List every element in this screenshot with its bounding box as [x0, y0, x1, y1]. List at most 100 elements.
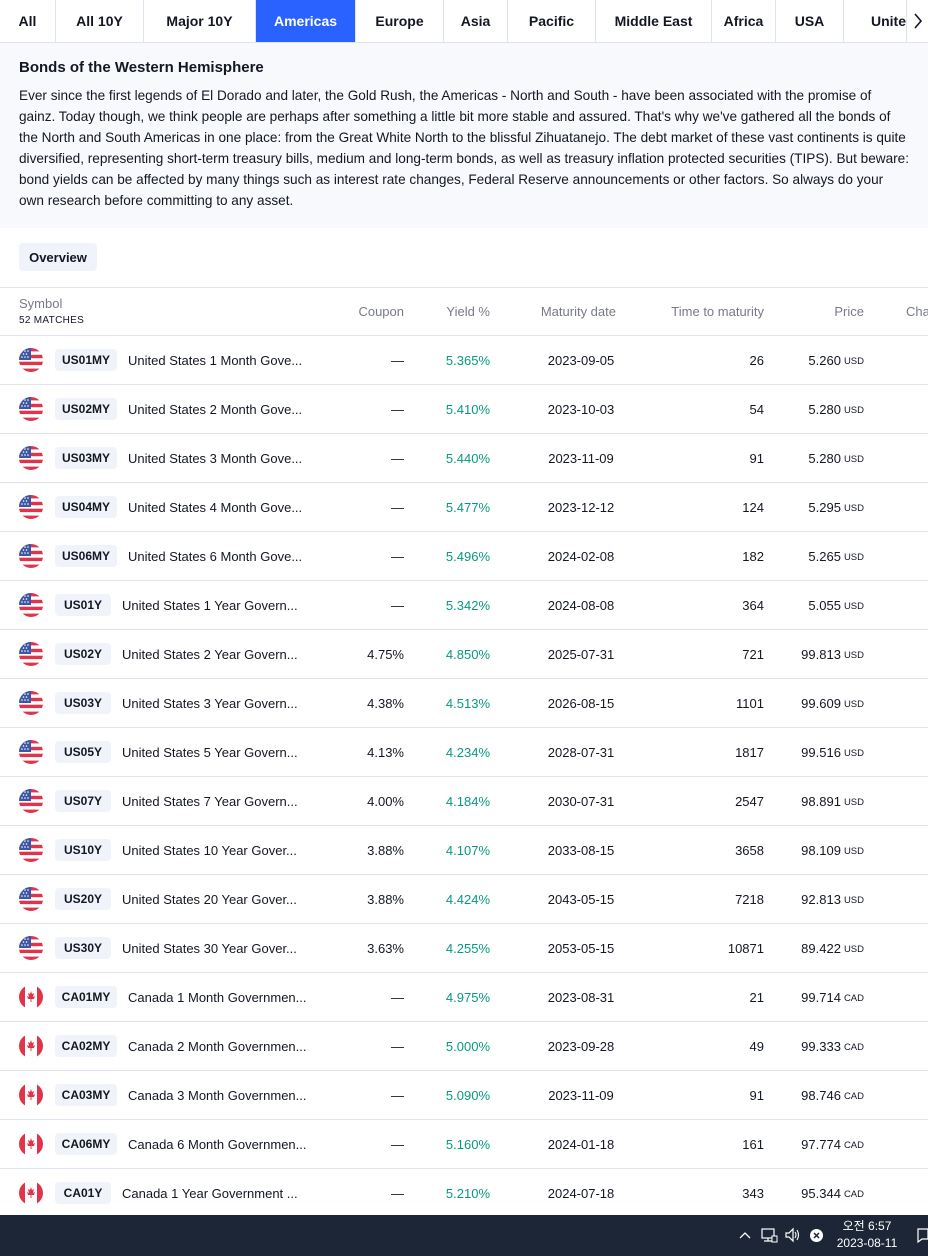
maturity-date-value: 2023-11-09	[548, 450, 614, 466]
bond-name[interactable]: United States 6 Month Gove...	[128, 548, 303, 564]
bond-name[interactable]: United States 2 Year Govern...	[122, 646, 298, 662]
ticker-badge[interactable]: US01Y	[55, 594, 111, 616]
price-value: 99.333	[801, 1038, 841, 1054]
ticker-badge[interactable]: CA03MY	[55, 1084, 117, 1106]
tab-unite[interactable]: Unite	[844, 0, 928, 42]
overview-tab-button[interactable]: Overview	[19, 243, 97, 271]
table-row[interactable]: US30Y United States 30 Year Gover... 3.63%…	[0, 924, 928, 973]
yield-value: 5.160%	[445, 1136, 490, 1152]
ticker-badge[interactable]: US07Y	[55, 790, 111, 812]
ticker-badge[interactable]: US30Y	[55, 937, 111, 959]
coupon-column-header[interactable]: Coupon	[358, 304, 404, 319]
table-row[interactable]: CA01MY Canada 1 Month Governmen... — 4.975%…	[0, 973, 928, 1022]
us-flag-icon	[19, 789, 43, 813]
maturity-column-header[interactable]: Maturity date	[540, 304, 616, 319]
maturity-date-value: 2023-08-31	[547, 989, 615, 1005]
bond-name[interactable]: United States 20 Year Gover...	[122, 891, 297, 907]
taskbar-clock[interactable]: 오전 6:57 2023-08-11	[830, 1218, 904, 1252]
ticker-badge[interactable]: US01MY	[55, 349, 117, 371]
bond-name[interactable]: United States 1 Month Gove...	[128, 352, 303, 368]
ticker-badge[interactable]: US05Y	[55, 741, 111, 763]
table-row[interactable]: US03Y United States 3 Year Govern... 4.38%…	[0, 679, 928, 728]
tab-usa[interactable]: USA	[776, 0, 844, 42]
yield-column-header[interactable]: Yield %	[446, 304, 490, 319]
table-row[interactable]: CA01Y Canada 1 Year Government ... — 5.210%…	[0, 1169, 928, 1218]
bond-name[interactable]: Canada 2 Month Governmen...	[128, 1038, 307, 1054]
notification-badge-icon[interactable]	[808, 1227, 824, 1243]
bond-name[interactable]: United States 3 Year Govern...	[122, 695, 298, 711]
table-row[interactable]: US07Y United States 7 Year Govern... 4.00%…	[0, 777, 928, 826]
bond-name[interactable]: Canada 1 Year Government ...	[122, 1185, 298, 1201]
currency-unit: USD	[843, 356, 864, 367]
currency-unit: CAD	[843, 1189, 864, 1200]
description-title: Bonds of the Western Hemisphere	[19, 59, 264, 76]
ticker-badge[interactable]: US02Y	[55, 643, 111, 665]
bond-name[interactable]: United States 30 Year Gover...	[122, 940, 297, 956]
ticker-badge[interactable]: US20Y	[55, 888, 111, 910]
coupon-value: —	[391, 989, 404, 1005]
tab-europe[interactable]: Europe	[356, 0, 444, 42]
table-row[interactable]: CA03MY Canada 3 Month Governmen... — 5.090%…	[0, 1071, 928, 1120]
tab-asia[interactable]: Asia	[444, 0, 508, 42]
ticker-badge[interactable]: CA01Y	[55, 1182, 111, 1204]
price-cell: 98.891 USD	[770, 777, 864, 825]
time-to-maturity-column-header[interactable]: Time to maturity	[671, 304, 764, 319]
table-row[interactable]: US03MY United States 3 Month Gove... — 5.44…	[0, 434, 928, 483]
table-row[interactable]: US10Y United States 10 Year Gover... 3.88%…	[0, 826, 928, 875]
bond-name[interactable]: United States 1 Year Govern...	[122, 597, 298, 613]
network-icon[interactable]	[760, 1227, 778, 1243]
currency-unit: CAD	[843, 1140, 864, 1151]
bond-name[interactable]: United States 3 Month Gove...	[128, 450, 303, 466]
ticker-badge[interactable]: US02MY	[55, 398, 117, 420]
yield-value: 5.496%	[445, 548, 490, 564]
ticker-badge[interactable]: US03Y	[55, 692, 111, 714]
tab-pacific[interactable]: Pacific	[508, 0, 596, 42]
price-value: 99.516	[801, 744, 841, 760]
ticker-badge[interactable]: US10Y	[55, 839, 111, 861]
table-row[interactable]: CA02MY Canada 2 Month Governmen... — 5.000%…	[0, 1022, 928, 1071]
ticker-badge[interactable]: CA02MY	[55, 1035, 117, 1057]
ticker-badge[interactable]: US03MY	[55, 447, 117, 469]
table-row[interactable]: US05Y United States 5 Year Govern... 4.13%…	[0, 728, 928, 777]
tab-africa[interactable]: Africa	[712, 0, 776, 42]
bond-name[interactable]: United States 4 Month Gove...	[128, 499, 303, 515]
table-row[interactable]: US01Y United States 1 Year Govern... — 5.34…	[0, 581, 928, 630]
ca-flag-icon	[19, 1132, 43, 1156]
bond-name[interactable]: Canada 3 Month Governmen...	[128, 1087, 307, 1103]
bond-name[interactable]: Canada 1 Month Governmen...	[128, 989, 307, 1005]
ticker-badge[interactable]: US04MY	[55, 496, 117, 518]
tab-middle-east[interactable]: Middle East	[596, 0, 712, 42]
table-row[interactable]: US01MY United States 1 Month Gove... — 5.36…	[0, 336, 928, 385]
tab-americas[interactable]: Americas	[256, 0, 356, 42]
tab-all-10y[interactable]: All 10Y	[56, 0, 144, 42]
bond-name[interactable]: Canada 6 Month Governmen...	[128, 1136, 307, 1152]
ticker-badge[interactable]: CA01MY	[55, 986, 117, 1008]
bond-name[interactable]: United States 7 Year Govern...	[122, 793, 298, 809]
time-to-maturity-value: 721	[742, 646, 764, 662]
bond-name[interactable]: United States 2 Month Gove...	[128, 401, 303, 417]
us-flag-icon	[19, 544, 43, 568]
action-center-icon[interactable]	[916, 1227, 928, 1243]
tab-all[interactable]: All	[0, 0, 56, 42]
table-row[interactable]: US04MY United States 4 Month Gove... — 5.47…	[0, 483, 928, 532]
symbol-column-header[interactable]: Symbol	[19, 296, 63, 311]
tab-major-10y[interactable]: Major 10Y	[144, 0, 256, 42]
bond-name[interactable]: United States 5 Year Govern...	[122, 744, 298, 760]
chevron-up-icon[interactable]	[738, 1227, 752, 1243]
table-row[interactable]: US20Y United States 20 Year Gover... 3.88%…	[0, 875, 928, 924]
price-cell: 98.746 CAD	[770, 1071, 864, 1119]
table-row[interactable]: CA06MY Canada 6 Month Governmen... — 5.160%…	[0, 1120, 928, 1169]
change-column-header[interactable]: Cha	[906, 304, 928, 319]
ticker-badge[interactable]: US06MY	[55, 545, 117, 567]
bond-name[interactable]: United States 10 Year Gover...	[122, 842, 297, 858]
table-row[interactable]: US02MY United States 2 Month Gove... — 5.41…	[0, 385, 928, 434]
price-column-header[interactable]: Price	[834, 304, 864, 319]
ticker-badge[interactable]: CA06MY	[55, 1133, 117, 1155]
tabs-scroll-right-button[interactable]	[906, 0, 928, 42]
table-row[interactable]: US06MY United States 6 Month Gove... — 5.49…	[0, 532, 928, 581]
table-row[interactable]: US02Y United States 2 Year Govern... 4.75%…	[0, 630, 928, 679]
volume-icon[interactable]	[784, 1227, 802, 1243]
us-flag-icon	[19, 593, 43, 617]
yield-value: 4.255%	[445, 940, 490, 956]
region-description: Bonds of the Western Hemisphere Ever sin…	[0, 43, 928, 228]
